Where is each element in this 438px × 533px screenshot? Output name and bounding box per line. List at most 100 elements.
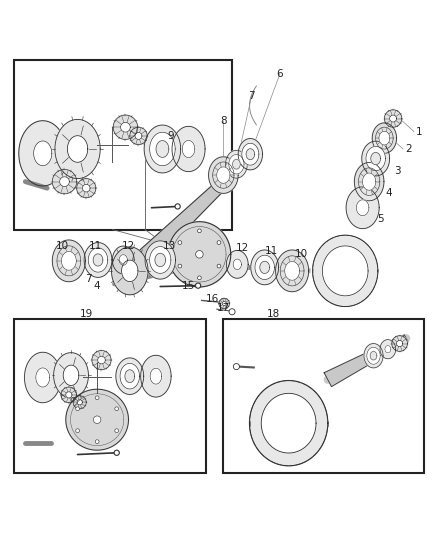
Polygon shape: [362, 141, 390, 176]
Polygon shape: [168, 222, 231, 287]
Polygon shape: [19, 120, 67, 186]
Circle shape: [93, 416, 101, 423]
Polygon shape: [242, 143, 259, 165]
Text: 1: 1: [416, 126, 423, 136]
Polygon shape: [67, 136, 88, 163]
Polygon shape: [322, 246, 368, 296]
Polygon shape: [141, 356, 171, 397]
Polygon shape: [372, 123, 396, 154]
Polygon shape: [77, 179, 96, 198]
Polygon shape: [217, 167, 230, 183]
Polygon shape: [25, 352, 61, 403]
Text: 4: 4: [94, 281, 100, 291]
Text: 10: 10: [56, 240, 69, 251]
Polygon shape: [93, 254, 103, 266]
Polygon shape: [63, 365, 79, 385]
Polygon shape: [385, 345, 391, 353]
Text: 11: 11: [88, 240, 102, 251]
Polygon shape: [119, 255, 127, 265]
Polygon shape: [150, 132, 175, 166]
Text: 2: 2: [405, 144, 412, 154]
Polygon shape: [113, 246, 134, 274]
Polygon shape: [134, 161, 246, 269]
Circle shape: [76, 429, 79, 433]
Polygon shape: [261, 393, 316, 453]
Polygon shape: [229, 155, 244, 174]
Text: 5: 5: [377, 214, 383, 224]
Circle shape: [195, 283, 201, 288]
Polygon shape: [260, 261, 269, 273]
Text: 8: 8: [220, 116, 226, 126]
Text: 15: 15: [182, 281, 195, 291]
Polygon shape: [120, 364, 140, 389]
Text: 16: 16: [206, 294, 219, 304]
Polygon shape: [379, 131, 390, 145]
Polygon shape: [66, 389, 128, 450]
Polygon shape: [150, 247, 171, 273]
Polygon shape: [60, 177, 69, 187]
Circle shape: [95, 396, 99, 400]
Circle shape: [76, 407, 79, 410]
Text: 17: 17: [217, 303, 230, 313]
Polygon shape: [324, 335, 408, 386]
Circle shape: [178, 264, 182, 268]
Polygon shape: [219, 298, 230, 309]
Polygon shape: [233, 159, 240, 169]
Polygon shape: [363, 173, 376, 190]
Polygon shape: [53, 353, 88, 398]
Polygon shape: [255, 255, 275, 279]
Polygon shape: [396, 341, 403, 346]
Polygon shape: [116, 358, 144, 394]
Circle shape: [198, 276, 201, 280]
Text: 11: 11: [265, 246, 278, 256]
Polygon shape: [238, 139, 262, 170]
Polygon shape: [226, 150, 247, 178]
Polygon shape: [82, 184, 90, 192]
Text: 6: 6: [277, 69, 283, 79]
Text: 3: 3: [394, 166, 401, 176]
Circle shape: [217, 241, 221, 245]
Polygon shape: [182, 140, 195, 158]
Polygon shape: [34, 141, 52, 166]
Polygon shape: [346, 187, 379, 229]
Polygon shape: [145, 241, 176, 279]
Polygon shape: [285, 262, 300, 280]
Circle shape: [217, 264, 221, 268]
Circle shape: [115, 429, 119, 433]
Polygon shape: [354, 163, 384, 201]
Polygon shape: [222, 301, 226, 305]
Polygon shape: [61, 387, 77, 403]
Circle shape: [175, 204, 180, 209]
Text: 7: 7: [85, 273, 92, 284]
Polygon shape: [52, 240, 85, 282]
Polygon shape: [61, 252, 76, 270]
Polygon shape: [357, 200, 369, 216]
Polygon shape: [251, 250, 279, 285]
Polygon shape: [92, 351, 111, 370]
Text: 9: 9: [168, 131, 174, 141]
Polygon shape: [66, 392, 72, 398]
Text: 10: 10: [295, 249, 308, 260]
Polygon shape: [208, 157, 238, 193]
Polygon shape: [392, 336, 407, 351]
Text: 4: 4: [385, 188, 392, 198]
Circle shape: [95, 440, 99, 443]
Polygon shape: [233, 259, 241, 270]
Polygon shape: [385, 110, 402, 127]
Text: 18: 18: [267, 309, 280, 319]
Polygon shape: [390, 115, 396, 122]
Circle shape: [233, 364, 240, 370]
Polygon shape: [130, 127, 147, 144]
Bar: [14, 319, 206, 473]
Polygon shape: [112, 247, 148, 295]
Polygon shape: [250, 381, 328, 466]
Polygon shape: [246, 149, 254, 160]
Text: 19: 19: [80, 309, 93, 319]
Polygon shape: [226, 251, 248, 278]
Polygon shape: [370, 351, 377, 360]
Polygon shape: [156, 141, 169, 157]
Polygon shape: [155, 253, 166, 266]
Polygon shape: [77, 400, 82, 405]
Polygon shape: [98, 356, 105, 364]
Text: 12: 12: [122, 240, 135, 251]
